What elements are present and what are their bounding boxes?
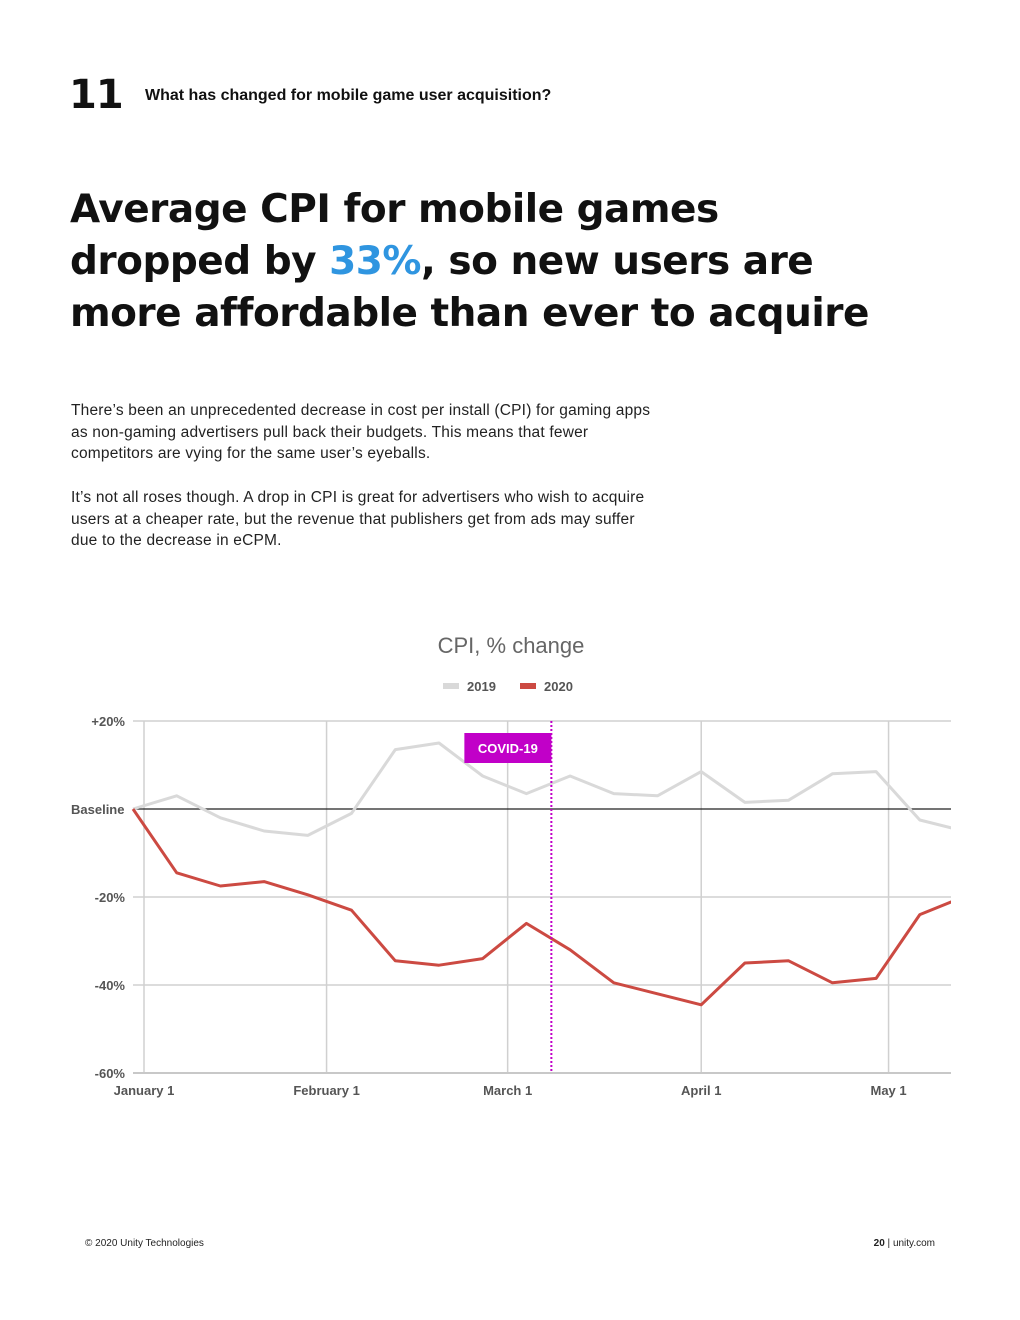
footer-page-info: 20 | unity.com bbox=[820, 1238, 935, 1249]
covid-label: COVID-19 bbox=[478, 741, 538, 756]
headline-line-1: Average CPI for mobile games bbox=[70, 187, 719, 232]
y-tick-label: +20% bbox=[91, 714, 125, 729]
y-tick-label: -40% bbox=[95, 978, 126, 993]
y-tick-label: -20% bbox=[95, 890, 126, 905]
section-title: What has changed for mobile game user ac… bbox=[145, 87, 552, 104]
headline-line-3: more affordable than ever to acquire bbox=[70, 291, 869, 336]
legend-swatch-2020 bbox=[520, 683, 536, 689]
series-line-2019 bbox=[132, 741, 951, 837]
y-tick-label: -60% bbox=[95, 1066, 126, 1081]
headline-line-2: dropped by 33%, so new users are bbox=[70, 236, 950, 288]
body-paragraph-2: It’s not all roses though. A drop in CPI… bbox=[71, 489, 645, 549]
x-tick-label: April 1 bbox=[681, 1083, 721, 1098]
footer-site[interactable]: unity.com bbox=[892, 1238, 935, 1249]
chart-grid bbox=[133, 720, 951, 1074]
series-line-2020 bbox=[131, 808, 951, 1007]
x-tick-label: March 1 bbox=[483, 1083, 532, 1098]
page-number: 20 bbox=[873, 1238, 885, 1249]
x-tick-label: January 1 bbox=[114, 1083, 175, 1098]
chart-legend: 2019 2020 bbox=[443, 679, 573, 694]
footer-copyright: © 2020 Unity Technologies bbox=[85, 1238, 204, 1249]
y-tick-label: Baseline bbox=[71, 802, 124, 817]
headline-line-2-end: , so new users are bbox=[421, 239, 814, 284]
footer-separator: | bbox=[887, 1238, 891, 1249]
body-paragraph-1: There’s been an unprecedented decrease i… bbox=[71, 402, 651, 462]
headline-line-2-start: dropped by bbox=[70, 239, 330, 284]
x-axis-ticks: January 1 February 1 March 1 April 1 May 1 bbox=[114, 1083, 907, 1098]
legend-label-2019: 2019 bbox=[467, 679, 496, 694]
y-axis-ticks: +20% Baseline -20% -40% -60% bbox=[71, 714, 125, 1081]
cpi-chart: CPI, % change 2019 2020 COVID-19 +20% Base… bbox=[71, 633, 951, 1098]
section-number: 11 bbox=[69, 72, 124, 118]
chart-annotation: COVID-19 bbox=[464, 721, 553, 1073]
legend-swatch-2019 bbox=[443, 683, 459, 689]
chart-series bbox=[131, 741, 951, 1007]
covid-label-box bbox=[464, 733, 552, 763]
x-tick-label: May 1 bbox=[870, 1083, 906, 1098]
headline-highlight: 33% bbox=[329, 239, 421, 284]
headline: Average CPI for mobile games dropped by … bbox=[70, 184, 950, 340]
legend-label-2020: 2020 bbox=[544, 679, 573, 694]
x-tick-label: February 1 bbox=[293, 1083, 359, 1098]
chart-title: CPI, % change bbox=[438, 633, 585, 658]
